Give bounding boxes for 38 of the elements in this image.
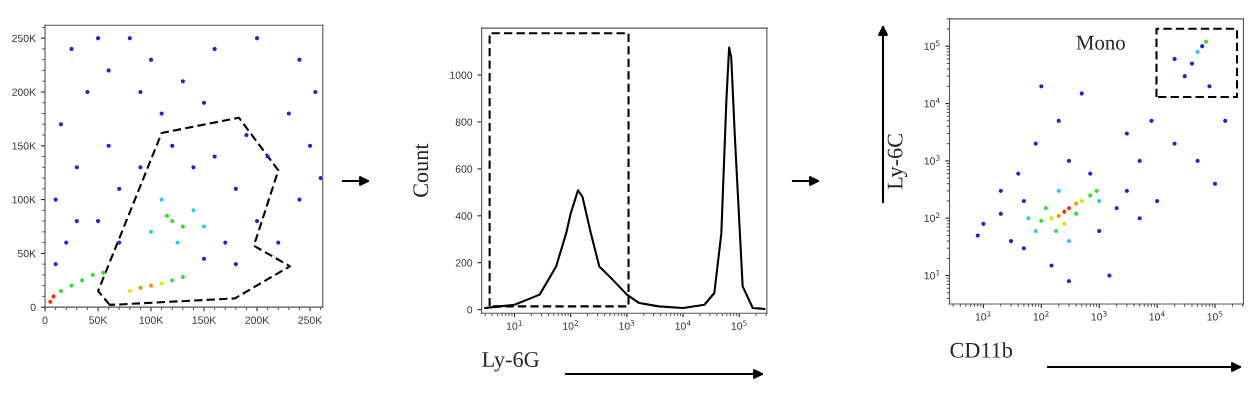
x-tick-label: 10$^{4}$ [675, 320, 691, 330]
x-tick-label: 10$^{4}$ [1149, 311, 1165, 321]
x-tick-label: 10$^{1}$ [506, 320, 522, 330]
annotation: Mono [1076, 35, 1125, 50]
y-tick-label: 10$^{1}$ [924, 269, 940, 280]
x-tick-label: 100K [139, 316, 164, 324]
y-tick-label: 10$^{2}$ [924, 212, 940, 223]
y-tick-label: 0 [30, 303, 36, 312]
y-tick-label: 10$^{5}$ [924, 40, 940, 51]
y-tick-label: 250K [12, 34, 36, 43]
x-tick-label: 10$^{2}$ [1033, 311, 1049, 321]
y-axis-title: Count [413, 143, 429, 197]
x-axis-title: CD11b [950, 342, 1013, 358]
y-tick-label: 600 [455, 165, 473, 173]
y-tick-label: 10$^{4}$ [924, 97, 940, 108]
y-tick-label: 400 [455, 212, 473, 220]
x-tick-label: 10$^{3}$ [619, 320, 635, 330]
x-tick-label: 10$^{1}$ [975, 311, 991, 321]
y-tick-label: 0 [467, 306, 473, 314]
y-tick-label: 100K [12, 196, 36, 204]
y-tick-label: 150K [12, 142, 36, 150]
y-tick-label: 1000 [450, 71, 473, 79]
x-axis-title: Ly-6G [482, 352, 539, 372]
x-tick-label: 50K [89, 316, 108, 324]
y-tick-label: 50K [17, 249, 36, 258]
y-axis-title: Ly-6C [887, 134, 908, 190]
x-tick-label: 10$^{5}$ [731, 320, 747, 330]
y-tick-label: 10$^{3}$ [924, 155, 940, 165]
x-tick-label: 150K [192, 316, 217, 324]
x-tick-label: 10$^{5}$ [1207, 311, 1223, 321]
y-tick-label: 200K [12, 88, 36, 96]
y-tick-label: 200 [455, 259, 473, 267]
x-tick-label: 0 [42, 316, 48, 324]
x-tick-label: 10$^{2}$ [563, 320, 578, 330]
y-tick-label: 800 [455, 118, 473, 126]
x-tick-label: 250K [298, 316, 323, 324]
x-tick-label: 200K [245, 316, 270, 324]
x-tick-label: 10$^{3}$ [1091, 311, 1107, 321]
